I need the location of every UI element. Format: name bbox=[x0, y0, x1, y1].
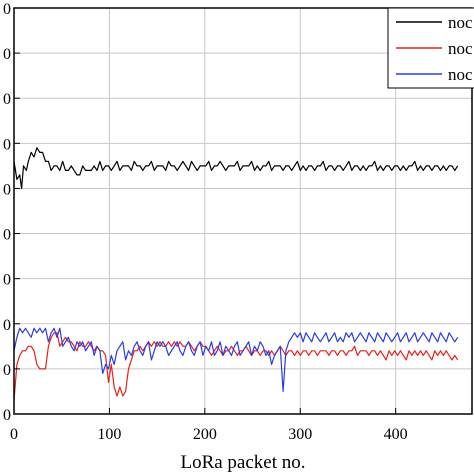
y-tick-label: 0 bbox=[3, 1, 11, 18]
y-tick-label: 0 bbox=[3, 317, 11, 334]
y-tick-labels: 0 0 0 0 0 0 0 0 0 0 bbox=[3, 1, 11, 424]
x-axis-title: LoRa packet no. bbox=[180, 452, 305, 473]
x-tick-label: 0 bbox=[10, 426, 18, 443]
grid-lines bbox=[14, 8, 472, 414]
y-tick-label: 0 bbox=[3, 227, 11, 244]
x-tick-labels: 0 100 200 300 400 bbox=[10, 426, 408, 443]
y-tick-label: 0 bbox=[3, 407, 11, 424]
series-line-1 bbox=[13, 147, 459, 189]
y-tick-label: 0 bbox=[3, 362, 11, 379]
x-tick-label: 200 bbox=[193, 426, 217, 443]
legend-label-2: noc bbox=[448, 39, 473, 58]
x-tick-label: 100 bbox=[97, 426, 121, 443]
y-tick-label: 0 bbox=[3, 91, 11, 108]
series-line-3 bbox=[13, 327, 459, 392]
axis-ticks bbox=[13, 7, 397, 415]
x-tick-label: 400 bbox=[384, 426, 408, 443]
y-tick-label: 0 bbox=[3, 136, 11, 153]
y-tick-label: 0 bbox=[3, 46, 11, 63]
series-line-2 bbox=[13, 332, 459, 401]
y-tick-label: 0 bbox=[3, 272, 11, 289]
plot-frame bbox=[13, 7, 473, 415]
x-tick-label: 300 bbox=[288, 426, 312, 443]
legend: noc noc noc bbox=[387, 7, 474, 89]
legend-label-1: noc bbox=[448, 13, 473, 32]
legend-label-3: noc bbox=[448, 65, 473, 84]
series-layer bbox=[13, 147, 459, 401]
y-tick-label: 0 bbox=[3, 181, 11, 198]
